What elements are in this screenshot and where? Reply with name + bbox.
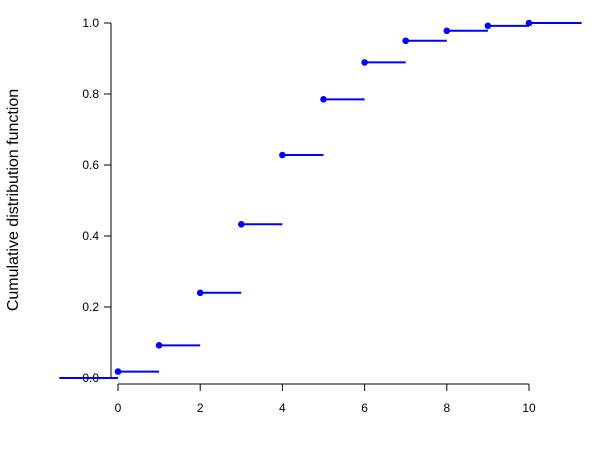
y-tick-label: 0.8 <box>82 87 99 101</box>
y-axis: 0.00.20.40.60.81.0 <box>82 16 112 385</box>
data-point <box>525 19 533 27</box>
y-tick-label: 0.6 <box>82 158 99 172</box>
x-tick-label: 8 <box>443 401 450 415</box>
cdf-series <box>59 19 582 379</box>
x-tick-label: 0 <box>115 401 122 415</box>
x-tick-label: 2 <box>197 401 204 415</box>
data-point <box>402 37 410 45</box>
y-tick-label: 0.4 <box>82 229 99 243</box>
data-point <box>443 27 451 35</box>
x-axis: 0 2 4 6 8 10 <box>115 383 536 415</box>
data-point <box>196 289 204 297</box>
data-point <box>238 220 245 228</box>
data-point <box>361 59 368 66</box>
data-point <box>484 22 492 30</box>
x-tick-label: 4 <box>279 401 286 415</box>
data-point <box>155 342 163 349</box>
data-point <box>279 151 286 159</box>
y-tick-label: 0.2 <box>82 300 99 314</box>
data-point <box>320 96 327 103</box>
y-tick-label: 1.0 <box>82 16 99 30</box>
data-point <box>114 368 122 375</box>
y-axis-label: Cumulative distribution function <box>5 89 22 311</box>
x-tick-label: 10 <box>522 401 536 415</box>
x-tick-label: 6 <box>361 401 368 415</box>
